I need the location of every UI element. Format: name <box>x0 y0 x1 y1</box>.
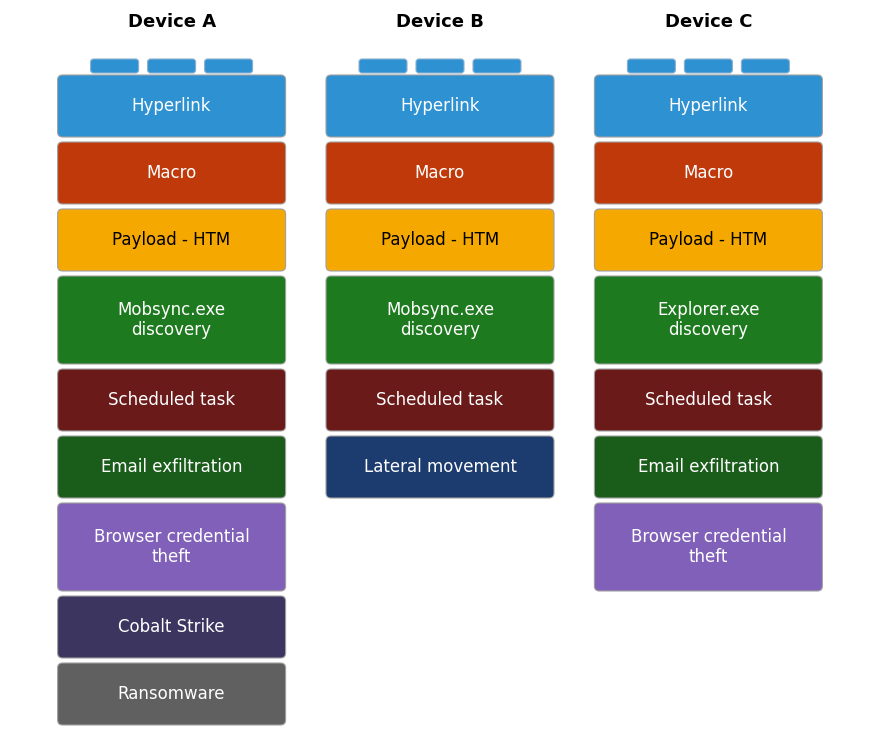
FancyBboxPatch shape <box>57 276 286 364</box>
FancyBboxPatch shape <box>627 59 676 73</box>
Text: Browser credential
theft: Browser credential theft <box>94 527 249 566</box>
FancyBboxPatch shape <box>594 142 823 204</box>
FancyBboxPatch shape <box>57 369 286 431</box>
FancyBboxPatch shape <box>473 59 521 73</box>
FancyBboxPatch shape <box>326 209 554 271</box>
Text: Cobalt Strike: Cobalt Strike <box>118 618 225 636</box>
FancyBboxPatch shape <box>326 436 554 498</box>
Text: Payload - HTM: Payload - HTM <box>381 231 499 249</box>
FancyBboxPatch shape <box>57 503 286 591</box>
FancyBboxPatch shape <box>326 369 554 431</box>
FancyBboxPatch shape <box>741 59 789 73</box>
Text: Mobsync.exe
discovery: Mobsync.exe discovery <box>386 301 494 340</box>
FancyBboxPatch shape <box>57 209 286 271</box>
FancyBboxPatch shape <box>359 59 407 73</box>
FancyBboxPatch shape <box>57 75 286 137</box>
Text: Lateral movement: Lateral movement <box>363 458 517 476</box>
FancyBboxPatch shape <box>91 59 138 73</box>
Text: Scheduled task: Scheduled task <box>377 391 503 409</box>
FancyBboxPatch shape <box>326 276 554 364</box>
FancyBboxPatch shape <box>685 59 732 73</box>
Text: Browser credential
theft: Browser credential theft <box>631 527 786 566</box>
Text: Macro: Macro <box>146 164 197 182</box>
Text: Mobsync.exe
discovery: Mobsync.exe discovery <box>118 301 225 340</box>
Text: Explorer.exe
discovery: Explorer.exe discovery <box>657 301 759 340</box>
Text: Device C: Device C <box>664 13 752 31</box>
FancyBboxPatch shape <box>57 436 286 498</box>
FancyBboxPatch shape <box>594 75 823 137</box>
Text: Email exfiltration: Email exfiltration <box>638 458 779 476</box>
FancyBboxPatch shape <box>57 142 286 204</box>
Text: Hyperlink: Hyperlink <box>132 97 211 115</box>
Text: Payload - HTM: Payload - HTM <box>649 231 767 249</box>
FancyBboxPatch shape <box>148 59 195 73</box>
Text: Macro: Macro <box>414 164 466 182</box>
FancyBboxPatch shape <box>594 436 823 498</box>
FancyBboxPatch shape <box>57 596 286 658</box>
Text: Device B: Device B <box>396 13 484 31</box>
Text: Hyperlink: Hyperlink <box>400 97 480 115</box>
FancyBboxPatch shape <box>326 75 554 137</box>
FancyBboxPatch shape <box>594 503 823 591</box>
Text: Email exfiltration: Email exfiltration <box>101 458 242 476</box>
FancyBboxPatch shape <box>326 142 554 204</box>
FancyBboxPatch shape <box>204 59 253 73</box>
FancyBboxPatch shape <box>594 209 823 271</box>
Text: Payload - HTM: Payload - HTM <box>113 231 231 249</box>
Text: Device A: Device A <box>128 13 216 31</box>
Text: Macro: Macro <box>683 164 734 182</box>
Text: Ransomware: Ransomware <box>118 685 225 703</box>
Text: Scheduled task: Scheduled task <box>108 391 235 409</box>
FancyBboxPatch shape <box>594 276 823 364</box>
Text: Hyperlink: Hyperlink <box>669 97 748 115</box>
FancyBboxPatch shape <box>416 59 464 73</box>
FancyBboxPatch shape <box>594 369 823 431</box>
Text: Scheduled task: Scheduled task <box>645 391 772 409</box>
FancyBboxPatch shape <box>57 663 286 725</box>
